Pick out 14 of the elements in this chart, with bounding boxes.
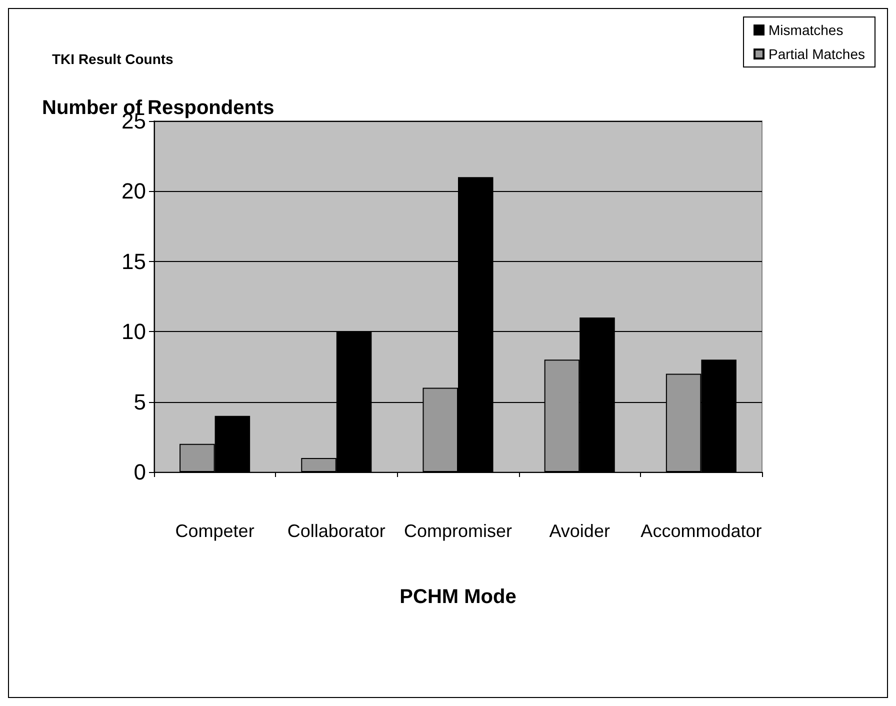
x-tick-label: Accommodator	[640, 521, 762, 541]
x-tick-label: Collaborator	[287, 521, 386, 541]
x-axis-title: PCHM Mode	[400, 586, 516, 608]
x-tick-label: Compromiser	[404, 521, 512, 541]
legend-label: Partial Matches	[768, 46, 865, 62]
legend-label: Mismatches	[768, 22, 844, 38]
y-tick-label: 10	[122, 319, 146, 344]
x-tick-label: Avoider	[549, 521, 610, 541]
y-tick-label: 5	[134, 389, 146, 414]
x-tick-label: Competer	[175, 521, 254, 541]
y-tick-label: 20	[122, 178, 146, 204]
y-tick-label: 0	[134, 460, 146, 484]
chart-title: TKI Result Counts	[52, 51, 174, 67]
y-tick-label: 15	[122, 248, 146, 274]
